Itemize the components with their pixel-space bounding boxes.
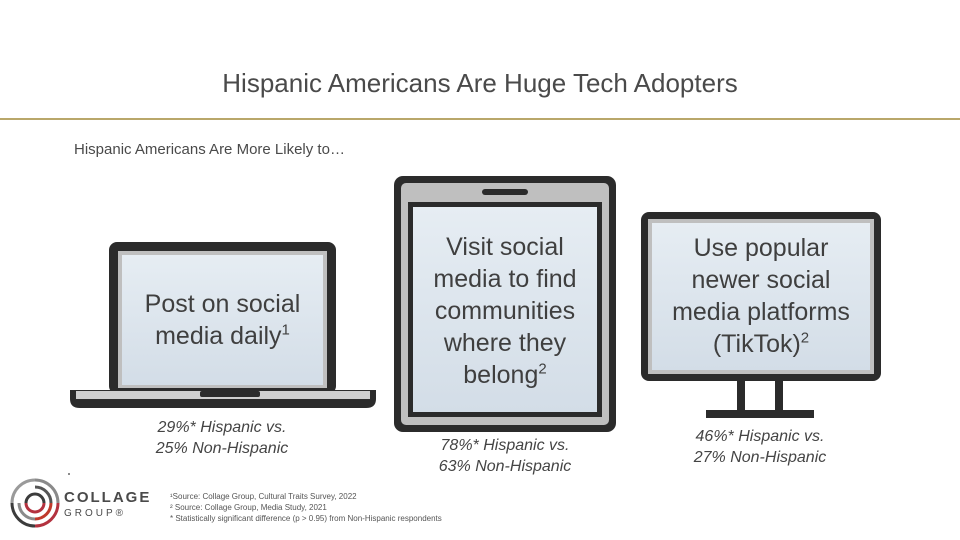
tablet-screen-text: Visit social media to find communities w… bbox=[413, 231, 597, 391]
collage-logo-icon bbox=[10, 478, 60, 528]
monitor-line-4: (TikTok)2 bbox=[712, 329, 810, 358]
tablet-line-3: communities bbox=[434, 297, 576, 325]
laptop-line-2: media daily1 bbox=[155, 321, 290, 350]
tablet-stat: 78%* Hispanic vs. 63% Non-Hispanic bbox=[395, 435, 615, 477]
footnote-2: ² Source: Collage Group, Media Study, 20… bbox=[170, 503, 327, 512]
slide-title: Hispanic Americans Are Huge Tech Adopter… bbox=[222, 68, 738, 98]
footnote-3: * Statistically significant difference (… bbox=[170, 514, 442, 523]
decorative-dot bbox=[68, 473, 70, 475]
tablet-line-5: belong2 bbox=[463, 360, 547, 389]
laptop-stat: 29%* Hispanic vs. 25% Non-Hispanic bbox=[112, 417, 332, 459]
stat-line: 78%* Hispanic vs. bbox=[440, 437, 570, 454]
stat-line: 25% Non-Hispanic bbox=[155, 440, 289, 457]
footnote-mark: 1 bbox=[281, 321, 290, 339]
logo-word-collage: COLLAGE bbox=[64, 489, 152, 506]
monitor-line-1: Use popular bbox=[693, 234, 829, 262]
tablet-line-4: where they bbox=[443, 329, 567, 357]
stat-line: 63% Non-Hispanic bbox=[438, 458, 572, 475]
monitor-illustration bbox=[641, 212, 881, 418]
footnote-mark: 2 bbox=[800, 329, 810, 347]
stat-line: 27% Non-Hispanic bbox=[693, 449, 827, 466]
monitor-screen-text: Use popular newer social media platforms… bbox=[652, 232, 870, 360]
laptop-line-1: Post on social bbox=[144, 290, 301, 318]
tablet-line-1: Visit social bbox=[446, 233, 564, 261]
title-divider bbox=[0, 118, 960, 120]
monitor-stat: 46%* Hispanic vs. 27% Non-Hispanic bbox=[650, 426, 870, 468]
logo-word-group: GROUP® bbox=[64, 508, 127, 519]
slide-subtitle: Hispanic Americans Are More Likely to… bbox=[74, 141, 345, 158]
footnote-mark: 2 bbox=[538, 360, 547, 378]
laptop-illustration bbox=[70, 242, 376, 408]
logo-wordmark: COLLAGE GROUP® bbox=[64, 489, 151, 519]
stat-line: 29%* Hispanic vs. bbox=[157, 419, 287, 436]
monitor-line-2: newer social bbox=[691, 266, 831, 294]
tablet-illustration bbox=[394, 176, 616, 432]
tablet-line-2: media to find bbox=[433, 265, 577, 293]
laptop-screen-text: Post on social media daily1 bbox=[122, 288, 323, 352]
footnote-1: ¹Source: Collage Group, Cultural Traits … bbox=[170, 492, 357, 501]
footnotes: ¹Source: Collage Group, Cultural Traits … bbox=[170, 491, 442, 524]
monitor-line-3: media platforms bbox=[672, 298, 850, 326]
stat-line: 46%* Hispanic vs. bbox=[695, 428, 825, 445]
